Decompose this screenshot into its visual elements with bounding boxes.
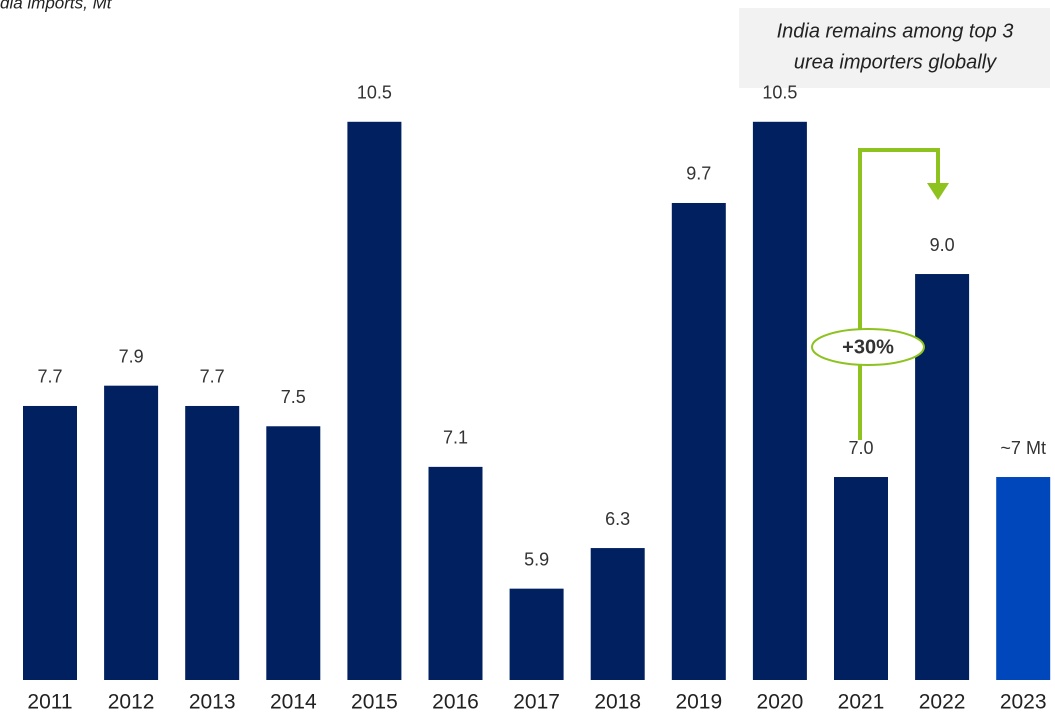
- x-tick-label: 2019: [675, 691, 722, 714]
- x-tick-label: 2012: [108, 691, 155, 714]
- x-tick-label: 2016: [432, 691, 479, 714]
- annotation: urea importers globally: [794, 51, 997, 73]
- change-badge: [811, 328, 925, 366]
- x-tick-label: 2023: [1000, 691, 1047, 714]
- bar: [347, 121, 402, 681]
- value-label: 7.7: [37, 367, 62, 387]
- value-label: 9.7: [686, 164, 711, 184]
- bar: [590, 548, 645, 680]
- x-tick-label: 2021: [838, 691, 885, 714]
- chart-title: dia imports, Mt: [0, 0, 113, 12]
- change-arrow: [858, 148, 940, 440]
- x-tick-label: 2014: [270, 691, 317, 714]
- bar: [752, 121, 807, 681]
- arrow-head: [927, 183, 949, 200]
- x-tick-label: 2017: [513, 691, 560, 714]
- value-label: 7.1: [443, 428, 468, 448]
- value-label: 7.7: [200, 367, 225, 387]
- value-label: 7.0: [848, 438, 873, 458]
- bar: [428, 466, 483, 680]
- value-label: 10.5: [762, 83, 797, 103]
- bar: [23, 405, 77, 680]
- value-label: 7.5: [281, 387, 306, 407]
- value-label: 10.5: [357, 83, 392, 103]
- change-label: +30%: [842, 336, 894, 358]
- bar: [509, 588, 564, 680]
- x-tick-label: 2013: [189, 691, 236, 714]
- value-label: 9.0: [930, 235, 955, 255]
- bar: [996, 477, 1051, 680]
- annotation: India remains among top 3: [777, 20, 1014, 42]
- bar: [671, 202, 726, 680]
- value-label: 6.3: [605, 509, 630, 529]
- annotation-box: [739, 8, 1050, 88]
- value-label: 5.9: [524, 549, 549, 569]
- value-label: 7.9: [119, 346, 144, 366]
- bar: [834, 477, 888, 680]
- bar: [915, 274, 970, 680]
- value-label: ~7 Mt: [1000, 438, 1046, 458]
- bar: [266, 426, 321, 680]
- x-tick-label: 2018: [594, 691, 641, 714]
- x-tick-label: 2015: [351, 691, 398, 714]
- x-tick-label: 2022: [919, 691, 966, 714]
- x-tick-label: 2020: [757, 691, 804, 714]
- x-tick-label: 2011: [27, 691, 72, 714]
- bar: [185, 405, 240, 680]
- bar: [104, 385, 159, 680]
